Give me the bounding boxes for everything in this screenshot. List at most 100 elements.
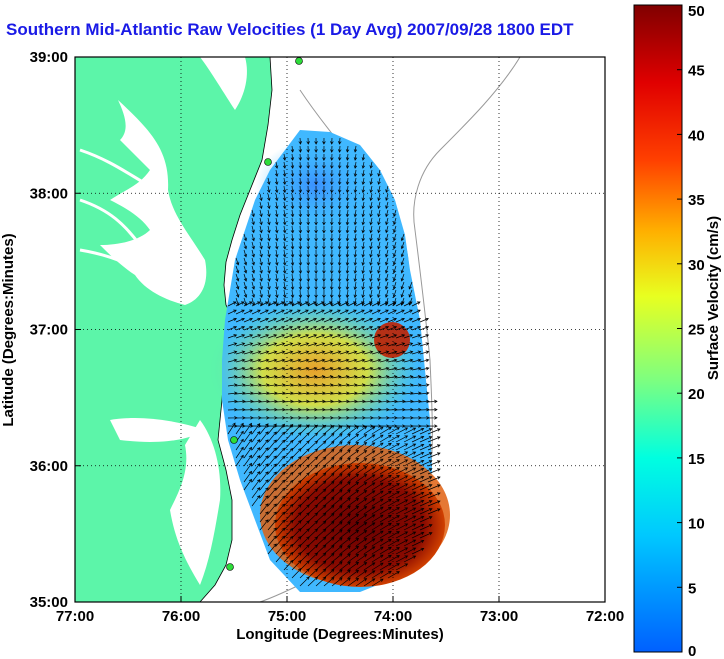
velocity-arrow <box>251 209 255 218</box>
velocity-arrow <box>267 185 271 194</box>
velocity-arrow <box>339 537 351 547</box>
velocity-arrow <box>363 578 376 587</box>
velocity-arrow <box>377 241 381 250</box>
velocity-arrow <box>251 407 262 412</box>
velocity-arrow <box>259 471 269 483</box>
velocity-arrow <box>419 468 433 475</box>
velocity-arrow <box>339 505 351 515</box>
velocity-arrow <box>323 433 335 443</box>
velocity-arrow <box>395 451 409 459</box>
velocity-arrow <box>371 309 381 315</box>
velocity-arrow <box>387 358 398 363</box>
velocity-arrow <box>403 326 414 331</box>
velocity-arrow <box>291 472 302 483</box>
velocity-arrow <box>251 495 261 507</box>
velocity-arrow <box>235 446 244 459</box>
velocity-arrow <box>282 161 287 169</box>
velocity-arrow <box>371 562 384 571</box>
velocity-arrow <box>322 249 326 258</box>
velocity-arrow <box>235 399 246 404</box>
velocity-arrow <box>298 153 303 161</box>
velocity-arrow <box>267 289 271 299</box>
velocity-arrow <box>369 177 373 186</box>
velocity-arrow <box>275 358 286 363</box>
velocity-arrow <box>331 521 343 531</box>
velocity-arrow <box>419 444 433 451</box>
velocity-arrow <box>427 424 438 428</box>
velocity-arrow <box>355 383 366 387</box>
velocity-arrow <box>290 257 295 266</box>
velocity-arrow <box>355 474 368 483</box>
velocity-arrow <box>259 289 263 299</box>
velocity-arrow <box>339 425 351 435</box>
velocity-arrow <box>379 375 390 379</box>
velocity-arrow <box>291 480 302 491</box>
velocity-arrow <box>408 281 413 290</box>
velocity-arrow <box>251 233 255 242</box>
velocity-arrow <box>411 491 425 499</box>
velocity-arrow <box>411 475 425 483</box>
velocity-arrow <box>411 358 422 363</box>
velocity-arrow <box>427 436 441 443</box>
velocity-arrow <box>387 443 400 451</box>
velocity-arrow <box>323 497 335 507</box>
velocity-arrow <box>363 554 376 563</box>
velocity-arrow <box>339 561 351 571</box>
velocity-arrow <box>379 514 392 523</box>
velocity-arrow <box>353 193 358 202</box>
velocity-arrow <box>323 334 334 339</box>
velocity-arrow <box>339 407 350 412</box>
velocity-arrow <box>337 193 342 202</box>
velocity-arrow <box>419 334 430 339</box>
velocity-arrow <box>323 545 335 555</box>
velocity-arrow <box>314 161 318 169</box>
velocity-arrow <box>361 177 366 185</box>
velocity-arrow <box>251 447 261 459</box>
velocity-arrow <box>353 281 357 291</box>
velocity-arrow <box>331 399 342 404</box>
velocity-arrow <box>291 407 302 412</box>
velocity-arrow <box>403 523 417 531</box>
velocity-arrow <box>315 301 325 307</box>
velocity-arrow <box>377 265 381 274</box>
velocity-arrow <box>283 455 294 467</box>
velocity-arrow <box>251 366 262 371</box>
velocity-arrow <box>339 326 350 331</box>
velocity-arrow <box>251 281 256 290</box>
velocity-arrow <box>331 366 342 371</box>
velocity-arrow <box>307 350 318 355</box>
velocity-arrow <box>355 434 368 443</box>
velocity-arrow <box>363 562 376 571</box>
velocity-arrow <box>329 265 334 275</box>
velocity-arrow <box>267 241 271 250</box>
x-axis-label: Longitude (Degrees:Minutes) <box>236 626 444 643</box>
velocity-arrow <box>259 249 263 258</box>
velocity-arrow <box>299 544 310 555</box>
velocity-arrow <box>371 466 384 475</box>
velocity-arrow <box>371 334 382 339</box>
velocity-arrow <box>387 366 398 371</box>
velocity-arrow <box>291 568 302 579</box>
velocity-arrow <box>267 265 271 274</box>
velocity-arrow <box>259 334 270 339</box>
velocity-arrow <box>291 496 302 507</box>
velocity-arrow <box>371 474 384 483</box>
velocity-arrow <box>419 436 433 443</box>
velocity-arrow <box>345 289 350 299</box>
velocity-arrow <box>331 489 343 499</box>
velocity-arrow <box>235 342 246 347</box>
velocity-arrow <box>353 161 358 169</box>
velocity-arrow <box>291 399 302 404</box>
velocity-arrow <box>353 201 358 210</box>
velocity-arrow <box>315 504 327 515</box>
velocity-arrow <box>355 562 368 571</box>
velocity-arrow <box>315 383 326 387</box>
velocity-arrow <box>291 301 301 307</box>
velocity-arrow <box>395 375 406 379</box>
velocity-arrow <box>275 455 286 467</box>
velocity-arrow <box>387 547 400 555</box>
velocity-arrow <box>314 241 318 250</box>
velocity-arrow <box>379 474 392 483</box>
velocity-arrow <box>331 457 343 467</box>
velocity-arrow <box>411 391 422 395</box>
